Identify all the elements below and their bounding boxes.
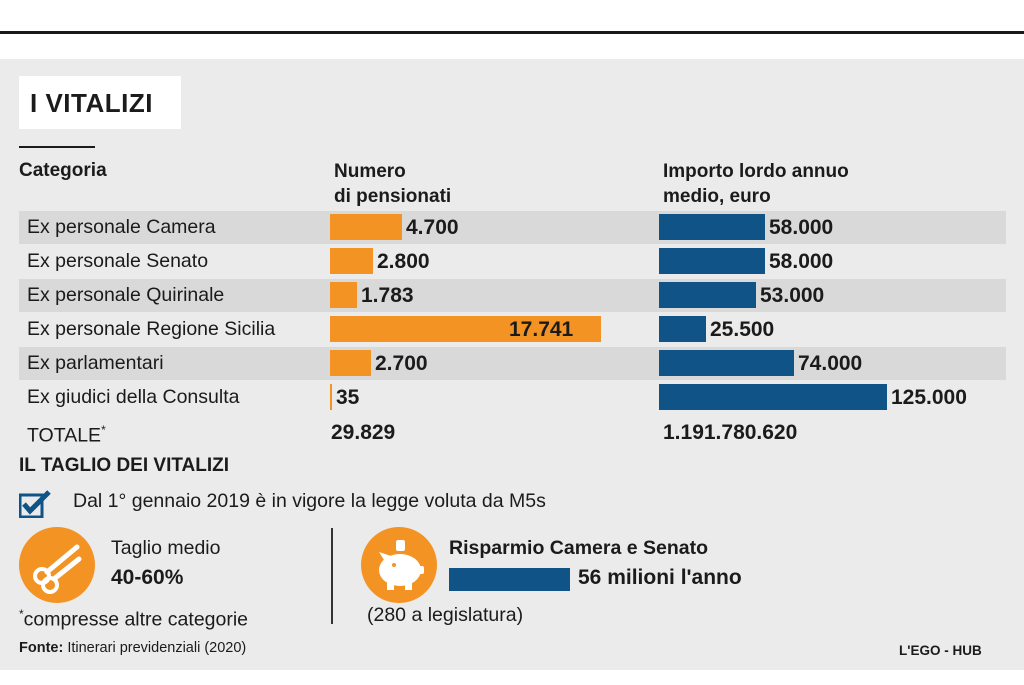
total-count: 29.829 bbox=[331, 421, 396, 444]
title-box bbox=[19, 76, 181, 129]
row-stripe bbox=[19, 279, 1006, 312]
amount-value-label: 53.000 bbox=[760, 284, 825, 307]
amount-bar bbox=[659, 248, 765, 274]
total-row-label: TOTALE* bbox=[27, 414, 106, 453]
scissors-icon bbox=[19, 527, 95, 603]
top-rule bbox=[0, 31, 1024, 34]
amount-value-label: 74.000 bbox=[798, 352, 863, 375]
category-label: Ex parlamentari bbox=[27, 352, 164, 374]
footnote: *compresse altre categorie bbox=[19, 607, 248, 632]
credit: L'EGO - HUB bbox=[899, 643, 982, 658]
count-bar bbox=[330, 282, 357, 308]
count-value-label: 35 bbox=[336, 386, 360, 409]
amount-bar bbox=[659, 384, 887, 410]
vertical-divider bbox=[331, 528, 333, 624]
law-statement: Dal 1° gennaio 2019 è in vigore la legge… bbox=[73, 490, 546, 512]
column-header-count: Numero di pensionati bbox=[334, 159, 554, 209]
column-header-count-line1: Numero bbox=[334, 161, 406, 182]
amount-value-label: 58.000 bbox=[769, 250, 834, 273]
amount-bar bbox=[659, 316, 706, 342]
count-bar bbox=[330, 248, 373, 274]
count-value-label: 2.700 bbox=[375, 352, 428, 375]
category-label: Ex personale Quirinale bbox=[27, 284, 225, 306]
savings-value: 56 milioni l'anno bbox=[578, 566, 742, 589]
count-value-label: 2.800 bbox=[377, 250, 430, 273]
checkbox-checked-icon bbox=[18, 490, 51, 519]
amount-value-label: 125.000 bbox=[891, 386, 967, 409]
category-label: Ex giudici della Consulta bbox=[27, 386, 240, 408]
row-stripe bbox=[19, 211, 1006, 244]
column-header-amount-line2: medio, euro bbox=[663, 186, 771, 207]
savings-bar bbox=[449, 568, 570, 591]
count-bar bbox=[330, 214, 402, 240]
column-header-amount: Importo lordo annuo medio, euro bbox=[663, 159, 983, 209]
count-bar bbox=[330, 350, 371, 376]
savings-note: (280 a legislatura) bbox=[367, 604, 524, 626]
column-header-category: Categoria bbox=[19, 160, 107, 181]
source-label: Fonte: bbox=[19, 640, 64, 656]
count-bar bbox=[330, 316, 601, 342]
count-value-label: 17.741 bbox=[509, 318, 574, 341]
amount-value-label: 25.500 bbox=[710, 318, 775, 341]
title-underline bbox=[19, 146, 95, 148]
column-header-count-line2: di pensionati bbox=[334, 186, 452, 207]
chart-title: I VITALIZI bbox=[30, 88, 153, 118]
source: Fonte: Itinerari previdenziali (2020) bbox=[19, 640, 246, 656]
average-cut-label: Taglio medio bbox=[111, 537, 221, 559]
amount-bar bbox=[659, 282, 756, 308]
category-label: Ex personale Regione Sicilia bbox=[27, 318, 276, 340]
amount-value-label: 58.000 bbox=[769, 216, 834, 239]
total-amount: 1.191.780.620 bbox=[663, 421, 798, 444]
amount-bar bbox=[659, 350, 794, 376]
footnote-marker: * bbox=[19, 607, 24, 621]
savings-label: Risparmio Camera e Senato bbox=[449, 537, 709, 559]
average-cut-value: 40-60% bbox=[111, 566, 184, 589]
row-stripe bbox=[19, 347, 1006, 380]
total-label-text: TOTALE bbox=[27, 424, 102, 447]
footnote-text: compresse altre categorie bbox=[23, 608, 249, 631]
source-text: Itinerari previdenziali (2020) bbox=[63, 640, 247, 656]
section-heading-cut: IL TAGLIO DEI VITALIZI bbox=[19, 455, 230, 476]
count-bar bbox=[330, 384, 332, 410]
column-header-amount-line1: Importo lordo annuo bbox=[663, 161, 849, 182]
count-value-label: 1.783 bbox=[361, 284, 414, 307]
piggy-bank-icon bbox=[361, 527, 437, 603]
category-label: Ex personale Senato bbox=[27, 250, 209, 272]
amount-bar bbox=[659, 214, 765, 240]
total-marker: * bbox=[101, 423, 106, 437]
category-label: Ex personale Camera bbox=[27, 216, 216, 238]
count-value-label: 4.700 bbox=[406, 216, 459, 239]
